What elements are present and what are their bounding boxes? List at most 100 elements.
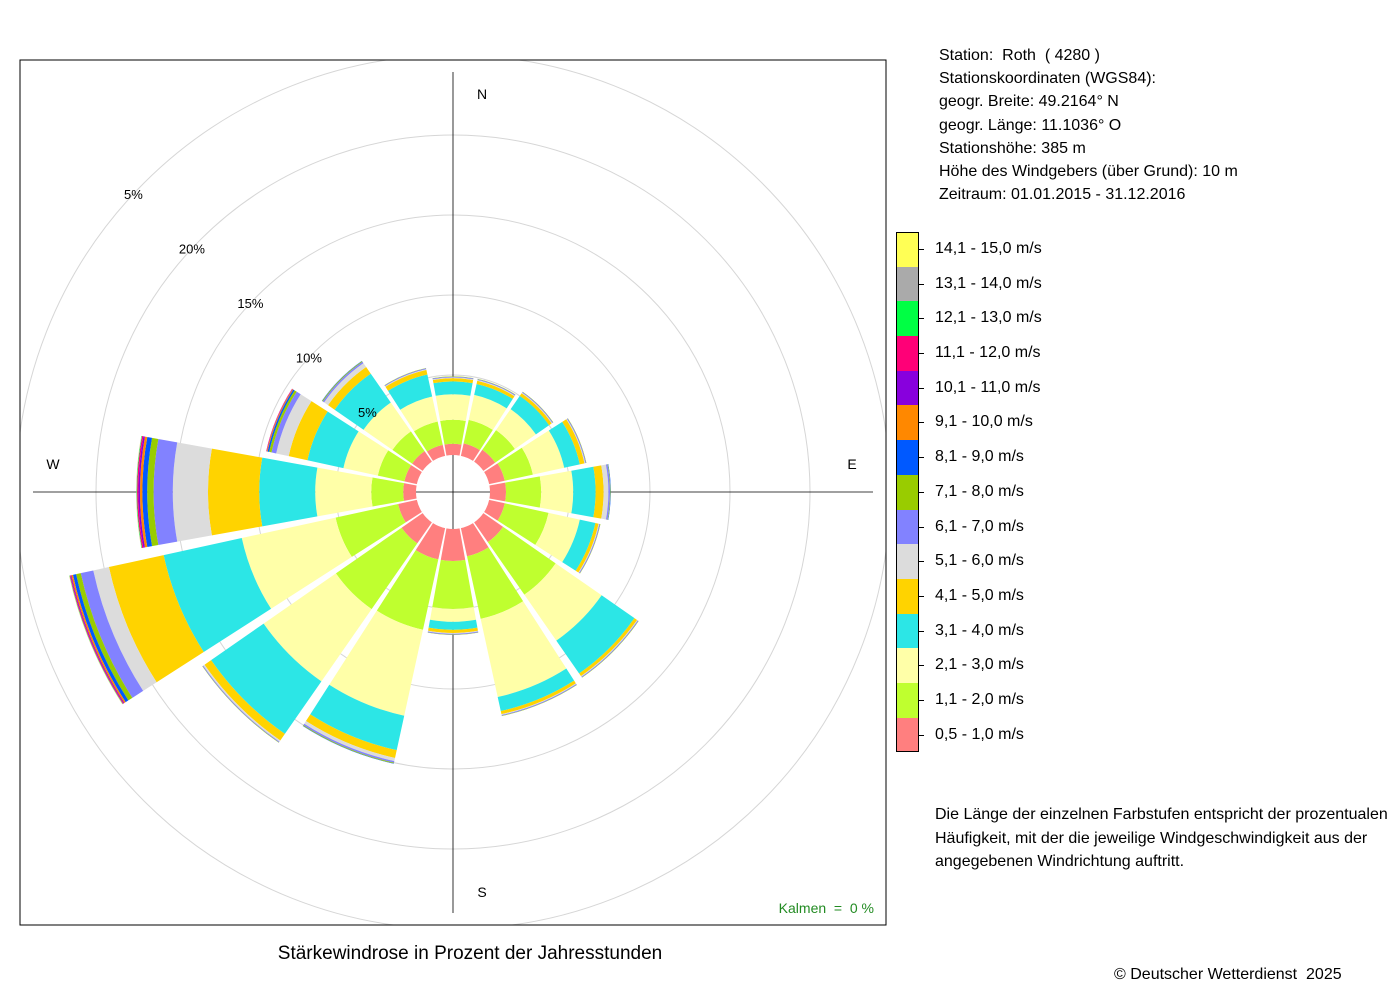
legend-swatch <box>896 578 919 614</box>
sector-ESE-band-1 <box>497 503 549 545</box>
legend-swatch <box>896 474 919 510</box>
sector-ESE-band-2 <box>535 512 580 563</box>
legend-tick <box>919 422 924 424</box>
sector-SSW-band-3 <box>310 684 405 751</box>
sector-WSW-band-8 <box>72 574 129 703</box>
sector-W-band-10 <box>138 436 145 548</box>
sector-NNW-band-2 <box>400 396 438 432</box>
legend-label: 9,1 - 10,0 m/s <box>935 413 1033 431</box>
calm-label: Kalmen = 0 % <box>779 900 874 916</box>
sector-SW-band-0 <box>401 513 432 544</box>
sector-S-band-0 <box>440 528 466 561</box>
sector-SE-band-2 <box>524 563 602 641</box>
sector-SSW-band-4 <box>305 714 397 758</box>
legend-swatch <box>896 370 919 406</box>
legend-swatch <box>896 682 919 718</box>
sector-S-band-7 <box>427 632 479 635</box>
sector-E-band-3 <box>571 466 596 518</box>
legend-swatch <box>896 544 919 579</box>
sector-W-band-1 <box>371 477 404 507</box>
station-height: Stationshöhe: 385 m <box>939 139 1086 157</box>
radial-tick-label: 15% <box>237 296 263 311</box>
sector-NW-band-5 <box>324 363 367 406</box>
legend-tick <box>919 595 924 597</box>
sector-NE-band-4 <box>519 393 552 426</box>
sector-SW-band-2 <box>263 573 372 682</box>
radial-tick-label: 5% <box>358 405 377 420</box>
legend-label: 6,1 - 7,0 m/s <box>935 517 1024 535</box>
legend-tick <box>919 561 924 563</box>
legend-item: 12,1 - 13,0 m/s <box>896 301 1096 337</box>
sector-S-band-5 <box>427 630 479 634</box>
sector-SSW-band-5 <box>304 721 396 762</box>
legend-item: 9,1 - 10,0 m/s <box>896 405 1096 441</box>
sector-SSW-band-0 <box>415 523 446 560</box>
legend-label: 12,1 - 13,0 m/s <box>935 309 1042 327</box>
legend-tick <box>919 526 924 528</box>
sector-ENE-band-4 <box>562 419 585 465</box>
sector-E-band-8 <box>607 464 611 520</box>
wind-rose-chart: 5% 10% 15% 20% 5% N E S W Kalmen = 0 % <box>19 59 887 926</box>
sector-SE-band-3 <box>556 595 635 674</box>
sector-WSW-band-7 <box>76 573 133 701</box>
legend-label: 3,1 - 4,0 m/s <box>935 621 1024 639</box>
sector-NNE-band-6 <box>477 379 516 396</box>
legend-swatch <box>896 717 919 753</box>
sector-ENE-band-3 <box>548 421 580 468</box>
sector-S-band-2 <box>430 607 476 622</box>
sector-W-band-6 <box>153 438 178 546</box>
legend-item: 8,1 - 9,0 m/s <box>896 440 1096 475</box>
sector-WNW-band-8 <box>267 389 295 452</box>
sector-NNW-band-3 <box>388 374 433 410</box>
legend-label: 5,1 - 6,0 m/s <box>935 552 1024 570</box>
sector-SSE-band-2 <box>480 601 567 697</box>
sector-SE-band-4 <box>579 618 638 677</box>
sector-W-band-0 <box>403 483 417 501</box>
sector-S-band-3 <box>428 619 478 630</box>
sector-NW-band-1 <box>392 431 425 464</box>
legend-swatch <box>896 301 919 337</box>
sector-N-band-3 <box>433 381 473 396</box>
legend-label: 14,1 - 15,0 m/s <box>935 240 1042 257</box>
sector-W-band-13 <box>136 435 142 549</box>
sector-SSW-band-1 <box>376 550 439 630</box>
sector-W-band-5 <box>172 442 212 542</box>
legend-swatch <box>896 405 919 441</box>
legend-swatch <box>896 648 919 683</box>
legend-item: 3,1 - 4,0 m/s <box>896 613 1096 649</box>
sector-NW-band-3 <box>334 373 391 430</box>
sector-W-band-12 <box>136 435 143 549</box>
legend-item: 6,1 - 7,0 m/s <box>896 509 1096 545</box>
sector-N-band-0 <box>444 443 462 456</box>
sector-WSW-band-3 <box>163 538 272 653</box>
speed-legend: 14,1 - 15,0 m/s 13,1 - 14,0 m/s 12,1 - 13,… <box>896 232 1096 753</box>
sector-WNW-band-1 <box>377 450 412 482</box>
sector-WNW-band-5 <box>276 394 312 457</box>
sector-E-band-7 <box>607 464 611 520</box>
legend-tick <box>919 665 924 667</box>
plot-frame <box>19 59 887 926</box>
radial-tick-label: 10% <box>296 351 322 366</box>
legend-label: 13,1 - 14,0 m/s <box>935 274 1042 292</box>
sector-WSW-band-5 <box>93 567 157 691</box>
compass-label-s: S <box>477 884 486 900</box>
sector-E-band-6 <box>605 464 611 520</box>
legend-item: 0,5 - 1,0 m/s <box>896 717 1096 753</box>
legend-tick <box>919 734 924 736</box>
station-info: Station: Roth ( 4280 ) Stationskoordinat… <box>939 44 1238 206</box>
sector-SW-band-4 <box>204 660 285 741</box>
legend-tick <box>919 630 924 632</box>
sector-N-band-2 <box>435 394 471 421</box>
legend-tick <box>919 387 924 389</box>
legend-label: 2,1 - 3,0 m/s <box>935 656 1024 674</box>
sector-W-band-7 <box>147 437 159 547</box>
compass-label-n: N <box>477 86 487 102</box>
legend-label: 0,5 - 1,0 m/s <box>935 725 1024 743</box>
sector-NNE-band-0 <box>460 443 480 461</box>
longitude: geogr. Länge: 11.1036° O <box>939 116 1122 134</box>
sector-WNW-band-4 <box>288 401 328 461</box>
sector-NNW-band-4 <box>385 369 428 391</box>
sector-WSW-band-4 <box>108 555 204 683</box>
sector-NW-band-4 <box>328 367 371 410</box>
legend-item: 4,1 - 5,0 m/s <box>896 578 1096 614</box>
